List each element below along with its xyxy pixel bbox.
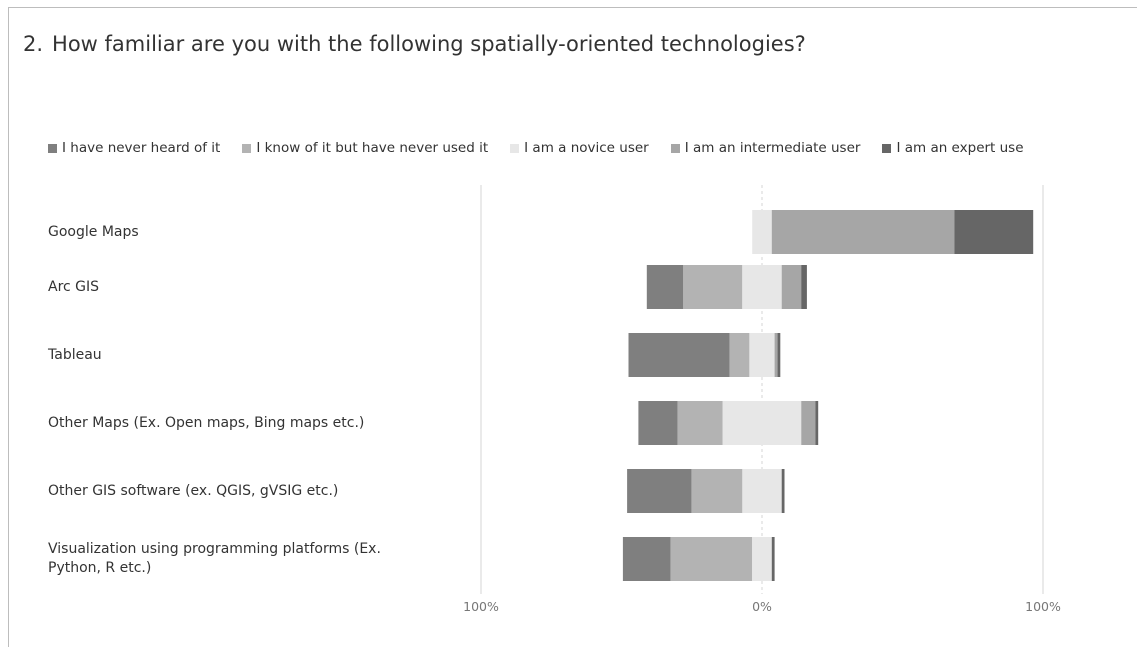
question-heading: 2. How familiar are you with the followin… — [23, 32, 806, 56]
bar-segment — [622, 537, 671, 581]
x-tick-label: 100% — [1025, 599, 1061, 614]
bar-segment — [774, 333, 778, 377]
bar-segment — [638, 401, 678, 445]
category-label: Google Maps — [48, 223, 139, 240]
bar-segment — [781, 469, 785, 513]
legend-label: I know of it but have never used it — [256, 140, 489, 156]
bar-segment — [801, 401, 816, 445]
question-text: How familiar are you with the following … — [52, 32, 806, 56]
legend-swatch — [242, 143, 252, 153]
bar-segment — [777, 333, 781, 377]
x-tick-label: 100% — [463, 599, 499, 614]
legend-swatch — [510, 143, 520, 153]
bar-segment — [954, 210, 1034, 254]
legend-label: I am an intermediate user — [684, 140, 861, 156]
category-label: Other GIS software (ex. QGIS, gVSIG etc.… — [48, 482, 339, 499]
x-tick-label: 0% — [752, 599, 772, 614]
legend-item: I am an expert use — [882, 140, 1024, 156]
bar-segment — [628, 333, 730, 377]
legend-item: I am an intermediate user — [670, 140, 861, 156]
bar-segment — [771, 210, 955, 254]
bar-segment — [646, 265, 684, 309]
bar-segment — [771, 537, 775, 581]
chart-legend: I have never heard of it I know of it but… — [48, 140, 1046, 160]
category-label: Other Maps (Ex. Open maps, Bing maps etc… — [48, 414, 365, 431]
bar-segment — [742, 265, 782, 309]
category-label: Visualization using programming platform… — [48, 541, 381, 576]
bar-segment — [749, 333, 775, 377]
legend-swatch — [882, 143, 892, 153]
bar-segment — [752, 537, 772, 581]
bar-segment — [683, 265, 743, 309]
bar-segment — [752, 210, 772, 254]
bar-segment — [781, 265, 802, 309]
category-label: Tableau — [48, 346, 102, 363]
bar-segment — [677, 401, 723, 445]
bar-segment — [815, 401, 819, 445]
bar-segment — [742, 469, 782, 513]
bar-segment — [627, 469, 692, 513]
legend-swatch — [670, 143, 680, 153]
legend-item: I have never heard of it — [48, 140, 220, 156]
bar-segment — [670, 537, 753, 581]
survey-question-panel — [8, 7, 1137, 647]
diverging-bar-chart: 100% 0% 100% — [463, 185, 1061, 614]
legend-swatch — [48, 143, 57, 153]
bar-segment — [729, 333, 750, 377]
legend-item: I am a novice user — [510, 140, 649, 156]
legend-label: I am a novice user — [524, 140, 649, 156]
category-label: Arc GIS — [48, 278, 100, 295]
legend-label: I am an expert use — [896, 140, 1024, 156]
bar-segment — [691, 469, 743, 513]
bar-segment — [722, 401, 802, 445]
legend-label: I have never heard of it — [62, 140, 221, 156]
legend-item: I know of it but have never used it — [242, 140, 488, 156]
bar-segment — [801, 265, 807, 309]
question-number: 2. — [23, 32, 44, 56]
